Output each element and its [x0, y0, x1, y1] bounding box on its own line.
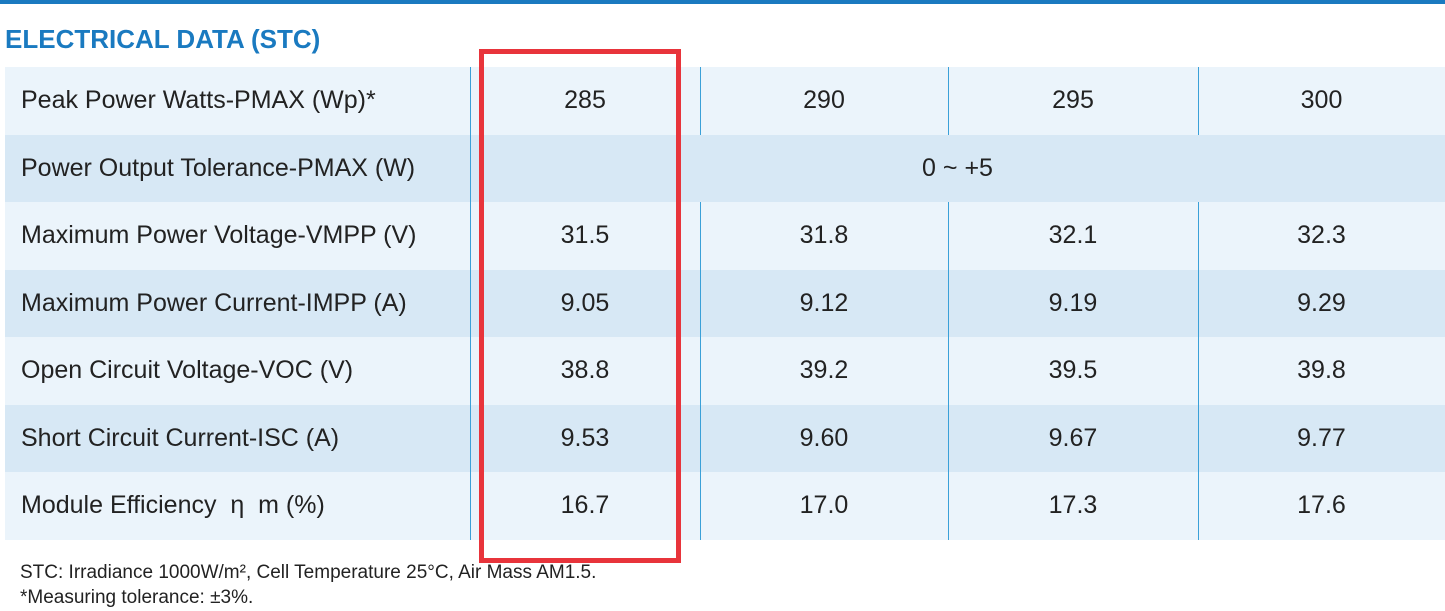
- column-divider: [948, 337, 949, 405]
- column-divider: [1198, 269, 1199, 337]
- column-divider: [1198, 337, 1199, 405]
- value-cell: 32.3: [1297, 221, 1346, 250]
- footnote: *Measuring tolerance: ±3%.: [20, 587, 254, 608]
- column-divider: [700, 67, 701, 135]
- value-cell: 17.3: [1048, 491, 1098, 520]
- table-row: [5, 472, 1445, 540]
- column-divider: [1198, 472, 1199, 540]
- row-label: Peak Power Watts-PMAX (Wp)*: [21, 86, 376, 115]
- table-row: [5, 202, 1445, 270]
- value-cell: 39.2: [799, 356, 849, 385]
- column-divider: [700, 472, 701, 540]
- value-cell: 285: [564, 86, 606, 115]
- value-cell: 17.6: [1297, 491, 1346, 520]
- column-divider: [700, 202, 701, 270]
- row-label: Maximum Power Voltage-VMPP (V): [21, 221, 417, 250]
- value-cell: 38.8: [560, 356, 610, 385]
- value-cell: 9.67: [1048, 423, 1098, 452]
- column-divider: [1198, 404, 1199, 472]
- column-divider: [700, 404, 701, 472]
- column-divider: [470, 202, 471, 270]
- value-cell: 9.77: [1297, 423, 1346, 452]
- column-divider: [470, 67, 471, 135]
- column-divider: [470, 404, 471, 472]
- column-divider: [948, 67, 949, 135]
- row-label: Open Circuit Voltage-VOC (V): [21, 356, 354, 385]
- row-label: Short Circuit Current-ISC (A): [21, 423, 340, 452]
- column-divider: [1198, 202, 1199, 270]
- column-divider: [1198, 67, 1199, 135]
- table-row: [5, 404, 1445, 472]
- column-divider: [700, 269, 701, 337]
- value-cell: 9.53: [560, 423, 610, 452]
- value-cell: 9.12: [799, 288, 849, 317]
- table-row: [5, 134, 1445, 202]
- column-divider: [948, 472, 949, 540]
- row-label: Module Efficiency η m (%): [21, 491, 325, 520]
- value-cell: 16.7: [560, 491, 610, 520]
- column-divider: [948, 269, 949, 337]
- column-divider: [700, 337, 701, 405]
- section-title: ELECTRICAL DATA (STC): [5, 24, 321, 54]
- table-row: [5, 337, 1445, 405]
- column-divider: [470, 269, 471, 337]
- column-divider: [470, 134, 471, 202]
- top-rule: [0, 0, 1445, 4]
- row-label: Power Output Tolerance-PMAX (W): [21, 153, 416, 182]
- value-cell: 9.05: [560, 288, 610, 317]
- highlight-box: [479, 49, 681, 563]
- column-divider: [948, 202, 949, 270]
- value-cell: 0 ~ +5: [922, 153, 993, 182]
- value-cell: 295: [1052, 86, 1094, 115]
- value-cell: 31.5: [560, 221, 610, 250]
- footnote: STC: Irradiance 1000W/m², Cell Temperatu…: [20, 562, 597, 583]
- value-cell: 9.60: [799, 423, 849, 452]
- row-label: Maximum Power Current-IMPP (A): [21, 288, 407, 317]
- data-table: Peak Power Watts-PMAX (Wp)* 285 290 295 300 P…: [5, 67, 1445, 540]
- value-cell: 290: [803, 86, 845, 115]
- value-cell: 9.29: [1297, 288, 1346, 317]
- value-cell: 39.5: [1048, 356, 1098, 385]
- column-divider: [470, 337, 471, 405]
- value-cell: 31.8: [799, 221, 849, 250]
- value-cell: 300: [1300, 86, 1343, 115]
- value-cell: 9.19: [1048, 288, 1098, 317]
- value-cell: 39.8: [1297, 356, 1346, 385]
- table-row: [5, 269, 1445, 337]
- value-cell: 17.0: [799, 491, 849, 520]
- value-cell: 32.1: [1048, 221, 1098, 250]
- column-divider: [948, 404, 949, 472]
- column-divider: [470, 472, 471, 540]
- table-row: [5, 67, 1445, 135]
